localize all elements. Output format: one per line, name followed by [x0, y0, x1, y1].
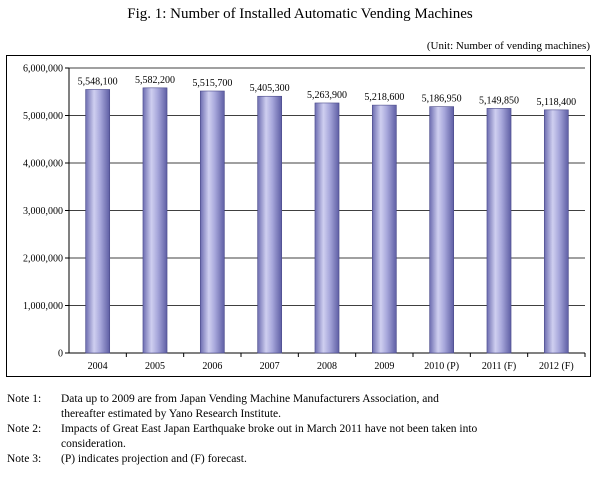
bar: [257, 95, 283, 354]
x-tick-label: 2004: [88, 361, 108, 372]
bar: [429, 106, 455, 354]
data-label: 5,186,950: [422, 94, 462, 105]
bar: [486, 108, 512, 354]
x-tick-label: 2006: [202, 361, 222, 372]
y-tick-label: 1,000,000: [23, 301, 63, 312]
x-tick-label: 2008: [317, 361, 337, 372]
x-tick-label: 2005: [145, 361, 165, 372]
bar: [85, 89, 111, 354]
data-label: 5,582,200: [135, 75, 175, 86]
x-tick-label: 2010 (P): [424, 361, 459, 372]
note-1: Note 1: Data up to 2009 are from Japan V…: [7, 392, 592, 422]
bar-chart: 0 1,000,000 2,000,000 3,000,000 4,000,000 5,0…: [23, 64, 586, 372]
bar: [199, 90, 225, 354]
data-label: 5,263,900: [307, 90, 347, 101]
data-label: 5,548,100: [78, 76, 118, 87]
note-1-line-2: thereafter estimated by Yano Research In…: [61, 408, 282, 420]
bar: [314, 102, 340, 354]
unit-label: (Unit: Number of vending machines): [426, 40, 590, 52]
data-label: 5,515,700: [192, 78, 232, 89]
note-2-head: Note 2:: [7, 423, 42, 435]
note-2-line-2: consideration.: [61, 438, 126, 450]
y-tick-label: 5,000,000: [23, 111, 63, 122]
x-tick-label: 2009: [374, 361, 394, 372]
x-tick-label: 2011 (F): [482, 361, 516, 372]
note-3-head: Note 3:: [7, 453, 42, 465]
bar: [371, 104, 397, 354]
note-3: Note 3: (P) indicates projection and (F)…: [7, 452, 592, 467]
data-label: 5,118,400: [537, 97, 577, 108]
data-label: 5,218,600: [364, 92, 404, 103]
note-1-head: Note 1:: [7, 393, 42, 405]
note-1-line-1: Data up to 2009 are from Japan Vending M…: [61, 393, 439, 405]
y-tick-label: 0: [58, 349, 63, 360]
y-tick-label: 3,000,000: [23, 206, 63, 217]
bar: [543, 109, 569, 354]
note-2-line-1: Impacts of Great East Japan Earthquake b…: [61, 423, 478, 435]
note-2: Note 2: Impacts of Great East Japan Eart…: [7, 422, 592, 452]
data-label: 5,149,850: [479, 95, 519, 106]
x-tick-label: 2007: [260, 361, 280, 372]
notes: Note 1: Data up to 2009 are from Japan V…: [7, 392, 592, 467]
bar: [142, 87, 168, 354]
chart-title: Fig. 1: Number of Installed Automatic Ve…: [127, 6, 473, 22]
y-tick-label: 4,000,000: [23, 159, 63, 170]
data-label: 5,405,300: [250, 83, 290, 94]
y-tick-label: 2,000,000: [23, 254, 63, 265]
y-tick-label: 6,000,000: [23, 64, 63, 75]
note-3-line-1: (P) indicates projection and (F) forecas…: [61, 453, 247, 465]
x-tick-label: 2012 (F): [539, 361, 574, 372]
chart-frame: 0 1,000,000 2,000,000 3,000,000 4,000,000 5,0…: [6, 55, 591, 377]
